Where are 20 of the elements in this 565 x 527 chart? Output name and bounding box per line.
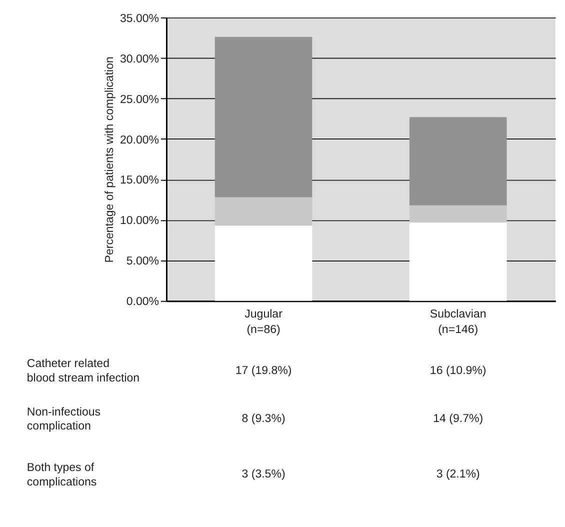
y-tick-label: 5.00%: [126, 256, 160, 268]
x-tick-label: Jugular (n=86): [244, 308, 283, 336]
text: Non-infectious complication: [26, 406, 101, 433]
text: Catheter related blood stream infection: [26, 358, 140, 385]
y-tick-label: 15.00%: [120, 174, 160, 187]
y-tick-label: 0.00%: [126, 296, 160, 308]
text: Both types of complications: [26, 462, 97, 488]
text: 14 (9.7%): [433, 412, 484, 425]
text: 16 (10.9%): [430, 364, 486, 377]
text: 17 (19.8%): [235, 364, 292, 377]
y-tick-label: 30.00%: [120, 53, 160, 66]
text: 3 (3.5%): [242, 468, 286, 481]
y-tick-label: 25.00%: [120, 94, 160, 106]
y-tick-label: 20.00%: [120, 134, 160, 146]
text: 3 (2.1%): [436, 468, 480, 481]
y-tick-label: 10.00%: [120, 215, 160, 228]
text: 8 (9.3%): [242, 412, 286, 425]
x-tick-label: Subclavian (n=146): [430, 308, 486, 336]
y-axis-title: Percentage of patients with complication: [104, 56, 116, 263]
y-tick-label: 35.00%: [120, 12, 160, 25]
